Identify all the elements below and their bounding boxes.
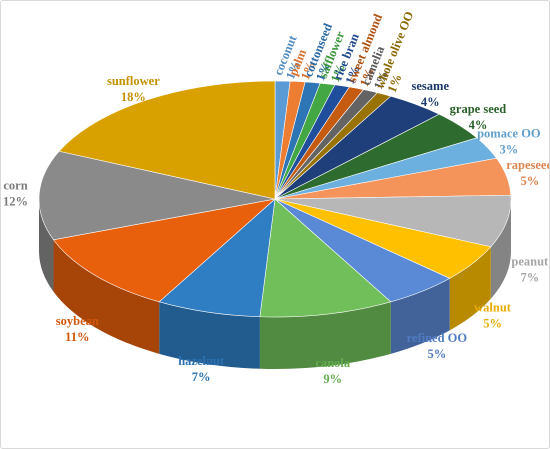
slice-value-label: 5% bbox=[427, 347, 446, 361]
slice bbox=[58, 80, 276, 200]
slice-side bbox=[53, 239, 160, 354]
slice-label: sesame bbox=[412, 79, 450, 93]
slice-value-label: 1% bbox=[385, 72, 405, 95]
slice bbox=[52, 198, 277, 303]
slice-label: corn bbox=[3, 179, 27, 193]
slice-value-label: 4% bbox=[469, 118, 488, 132]
slice-side bbox=[39, 199, 54, 292]
slice-value-label: 1% bbox=[371, 69, 391, 92]
slice-label: canola bbox=[315, 356, 350, 370]
slice-value-label: 3% bbox=[500, 143, 519, 157]
slice-value-label: 5% bbox=[483, 316, 502, 330]
slice-label: pomace OO bbox=[477, 127, 541, 141]
slice-value-label: 11% bbox=[65, 330, 89, 344]
slice-value-label: 5% bbox=[520, 174, 539, 188]
slice bbox=[38, 150, 276, 241]
slice-label: rapeseed bbox=[506, 158, 549, 172]
slice-label: sunflower bbox=[107, 74, 160, 88]
slice-label: grape seed bbox=[450, 102, 507, 116]
slice-side bbox=[159, 301, 260, 369]
slice-value-label: 1% bbox=[328, 62, 348, 85]
slice-label: peanut bbox=[511, 254, 549, 268]
slice-value-label: 1% bbox=[343, 63, 363, 86]
slice-value-label: 7% bbox=[192, 370, 211, 384]
slice-value-label: 7% bbox=[520, 270, 539, 284]
slice-side bbox=[259, 301, 391, 369]
slice-value-label: 9% bbox=[323, 372, 342, 386]
slice-side bbox=[390, 278, 450, 354]
slice-label: hazelnut bbox=[178, 354, 225, 368]
slice-value-label: 4% bbox=[421, 95, 440, 109]
slice-value-label: 18% bbox=[121, 90, 146, 104]
slice bbox=[259, 198, 392, 318]
slice-value-label: 1% bbox=[298, 59, 318, 82]
slice-value-label: 1% bbox=[313, 60, 333, 83]
slice-side bbox=[449, 246, 491, 331]
slice-value-label: 1% bbox=[283, 59, 303, 82]
slice-label: refined OO bbox=[407, 331, 468, 345]
slice-label: walnut bbox=[474, 300, 512, 314]
slice-label: soybean bbox=[56, 314, 99, 328]
slice bbox=[158, 198, 276, 318]
slice-value-label: 1% bbox=[357, 66, 377, 89]
slice-value-label: 12% bbox=[3, 195, 28, 209]
slice bbox=[274, 194, 512, 248]
